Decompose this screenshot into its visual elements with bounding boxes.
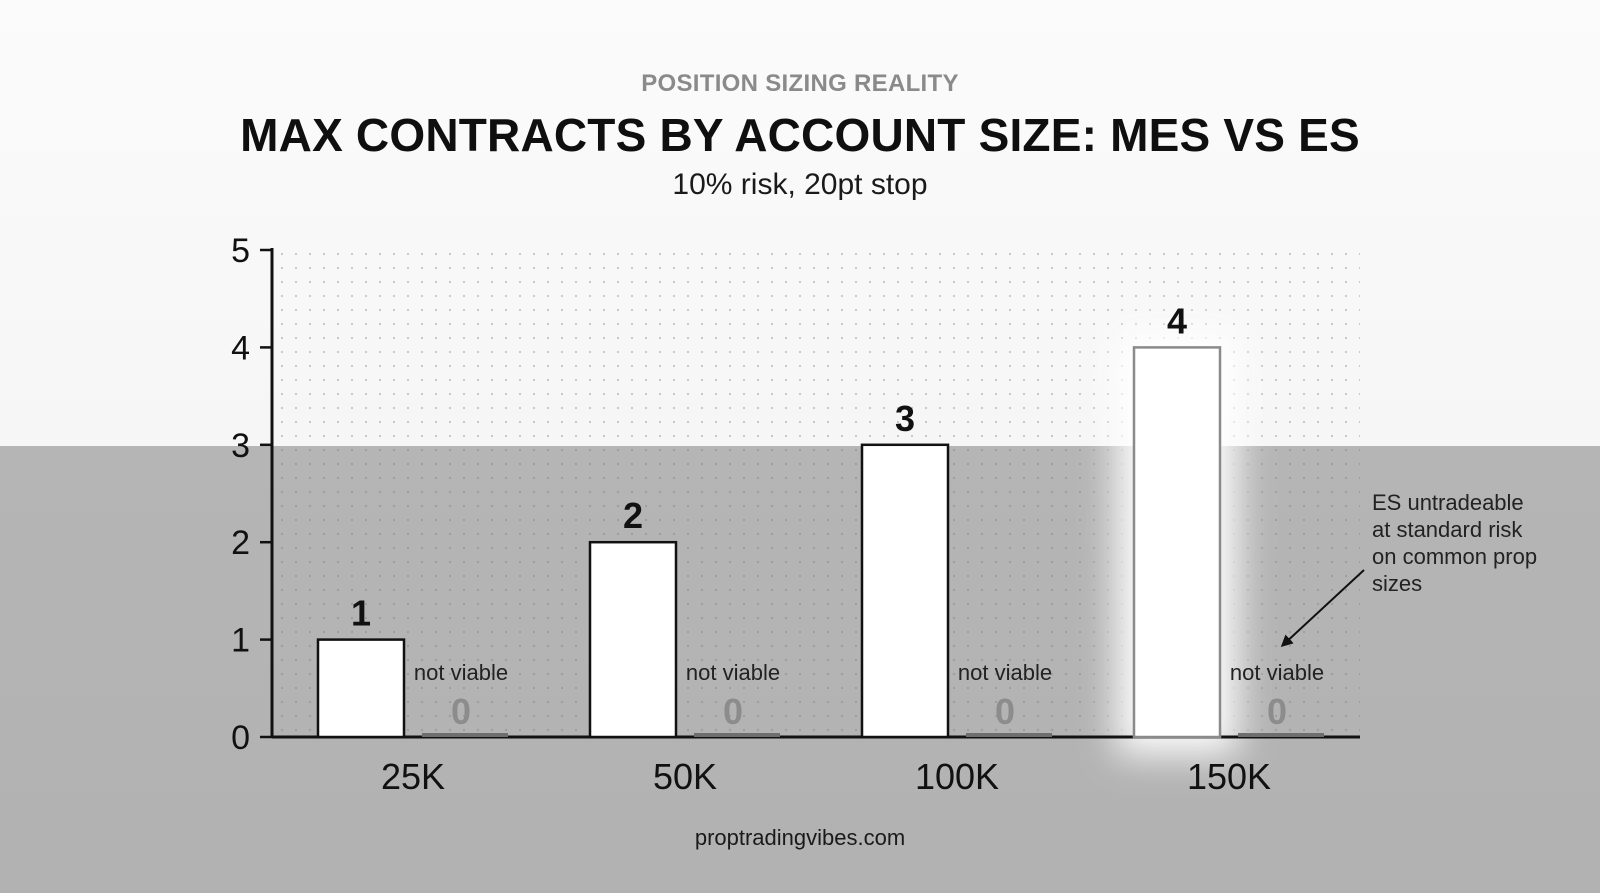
- x-tick-label: 100K: [915, 756, 999, 797]
- annotation-arrow: [1280, 569, 1365, 648]
- x-tick-label: 25K: [381, 756, 445, 797]
- es-note-label: not viable: [1230, 660, 1324, 685]
- es-bar: [422, 733, 508, 737]
- annotation-text-line: ES untradeable: [1372, 490, 1524, 515]
- y-tick-label: 2: [231, 524, 250, 562]
- es-note-label: not viable: [686, 660, 780, 685]
- y-tick-label: 3: [231, 427, 250, 465]
- es-bar: [1238, 733, 1324, 737]
- chart-kicker: POSITION SIZING REALITY: [641, 70, 959, 97]
- es-bar: [966, 733, 1052, 737]
- mes-bar: [588, 540, 678, 739]
- mes-value-label: 4: [1167, 300, 1187, 341]
- y-tick-label: 1: [231, 622, 250, 660]
- annotation-text-line: sizes: [1372, 571, 1422, 596]
- mes-value-label: 1: [351, 593, 371, 634]
- mes-bar: [316, 638, 406, 739]
- mes-bar: [1132, 346, 1222, 739]
- source-credit: proptradingvibes.com: [694, 825, 906, 850]
- es-note-label: not viable: [414, 660, 508, 685]
- y-axis: 0 1 2 3 4 5: [231, 232, 274, 757]
- y-tick-label: 0: [231, 719, 250, 757]
- mes-value-label: 3: [895, 398, 915, 439]
- es-value-label: 0: [995, 691, 1015, 732]
- es-value-label: 0: [451, 691, 471, 732]
- chart-subtitle: 10% risk, 20pt stop: [672, 168, 928, 201]
- annotation-text-line: at standard risk: [1372, 517, 1523, 542]
- es-value-label: 0: [1267, 691, 1287, 732]
- es-bar: [694, 733, 780, 737]
- chart-title: MAX CONTRACTS BY ACCOUNT SIZE: MES VS ES: [240, 109, 1360, 161]
- es-value-label: 0: [723, 691, 743, 732]
- bars: 1 0 not viable 2 0 not viable 3 0 not viable 4 0 no…: [316, 300, 1324, 739]
- y-tick-label: 4: [231, 329, 250, 367]
- x-tick-label: 50K: [653, 756, 717, 797]
- mes-bar: [860, 443, 950, 739]
- y-tick-label: 5: [231, 232, 250, 270]
- es-note-label: not viable: [958, 660, 1052, 685]
- annotation-text-line: on common prop: [1372, 544, 1537, 569]
- x-tick-label: 150K: [1187, 756, 1271, 797]
- mes-value-label: 2: [623, 495, 643, 536]
